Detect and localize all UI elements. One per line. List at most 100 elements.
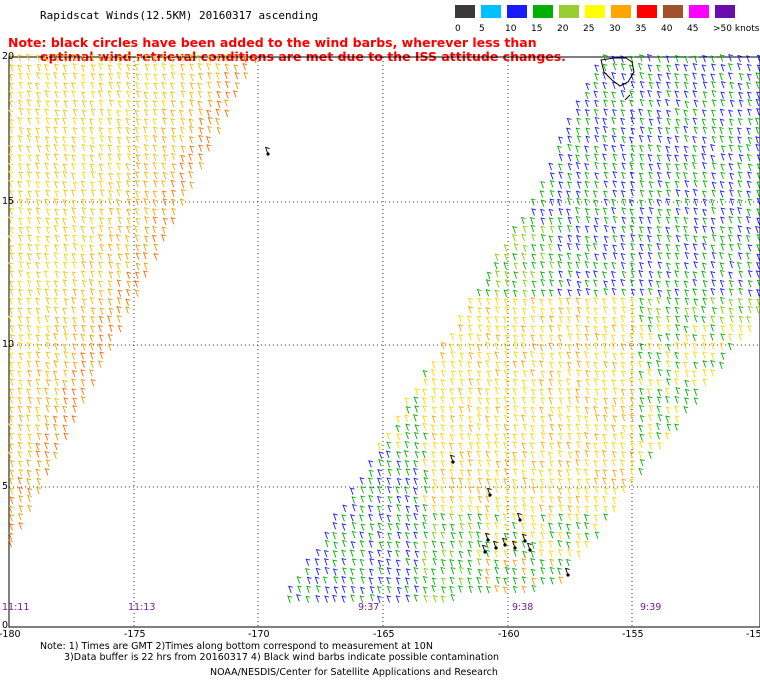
wind-barb [576,280,582,289]
wind-barb [304,567,310,576]
wind-barb [485,415,490,423]
wind-barb [441,369,446,378]
wind-barb [27,190,33,198]
wind-barb [108,307,114,315]
wind-barb [666,89,672,98]
wind-barb [737,54,743,63]
wind-barb [377,486,383,494]
wind-barb [134,280,140,288]
wind-barb [9,82,15,90]
wind-barb [720,81,726,89]
wind-barbs [7,53,760,604]
wind-barb [684,198,690,206]
wind-barb [36,235,41,243]
wind-barb [576,369,582,377]
lon-label: -175 [124,629,146,640]
wind-barb [575,342,581,351]
wind-barb [450,424,455,433]
wind-barb [396,504,402,512]
wind-barb [198,127,204,135]
wind-barb [126,208,132,217]
wind-barb [612,189,618,198]
wind-barb [539,478,545,486]
wind-barb [521,486,527,495]
wind-barb [620,242,626,251]
wind-barb [376,586,382,594]
wind-barb [647,226,652,234]
wind-barb [549,577,555,585]
wind-barb [530,424,536,433]
wind-barb [683,361,688,369]
wind-barb [98,289,104,298]
wind-barb [567,154,573,162]
wind-barb [521,469,527,478]
wind-barb [8,99,14,108]
wind-barb [234,81,240,90]
wind-barb [152,190,158,198]
wind-barb [26,324,32,333]
footer-note-1: Note: 1) Times are GMT 2)Times along bot… [40,641,433,652]
wind-barb [108,234,114,242]
wind-barb [495,504,501,512]
wind-barb [737,109,743,117]
wind-barb [557,478,563,486]
wind-barb [747,298,753,306]
wind-barb [665,226,671,235]
wind-barb [162,171,168,180]
wind-barb [567,396,573,405]
wind-barb [62,54,68,63]
wind-barb [540,495,545,503]
wind-barb [467,504,473,513]
wind-barb [467,577,472,585]
wind-barb [35,468,41,477]
wind-barb [755,143,760,152]
wind-barb [576,253,582,262]
legend-label: 40 [661,24,673,34]
wind-barb [476,486,482,494]
wind-barb [692,72,698,80]
wind-barb [665,432,670,440]
wind-barb [62,180,67,189]
wind-barb [45,397,51,405]
wind-barb [674,288,680,296]
wind-barb [71,271,77,279]
wind-barb [81,315,87,323]
wind-barb [207,99,213,107]
wind-barb [540,199,546,207]
wind-barb [26,424,32,432]
wind-barb [675,207,681,216]
wind-barb [746,91,752,99]
wind-barb [36,91,41,100]
time-label: 9:38 [512,602,534,613]
wind-barb [675,244,681,252]
wind-barb [152,199,158,207]
wind-barb [576,181,582,189]
wind-barb [89,100,95,108]
wind-barb [602,387,608,395]
wind-barb [117,62,123,71]
wind-barb [368,494,374,503]
wind-barb [693,261,699,269]
wind-barb [72,63,78,71]
wind-barb [593,279,598,287]
wind-barb [526,542,532,551]
wind-barb [107,117,113,125]
wind-barb [90,270,96,278]
wind-barb [18,486,23,495]
wind-barb [584,406,590,415]
wind-barb [630,298,636,306]
wind-barb [602,125,608,134]
wind-barb [512,451,518,459]
wind-barb [620,352,626,360]
wind-barb [368,540,374,548]
wind-barb [72,333,78,341]
wind-barb [720,145,726,153]
wind-barb [107,288,113,296]
wind-barb [81,153,87,162]
wind-barb [611,55,617,64]
wind-barb [144,108,149,117]
wind-barb [215,117,221,126]
wind-barb [638,314,644,323]
wind-barb [36,72,41,80]
wind-barb [664,181,670,189]
